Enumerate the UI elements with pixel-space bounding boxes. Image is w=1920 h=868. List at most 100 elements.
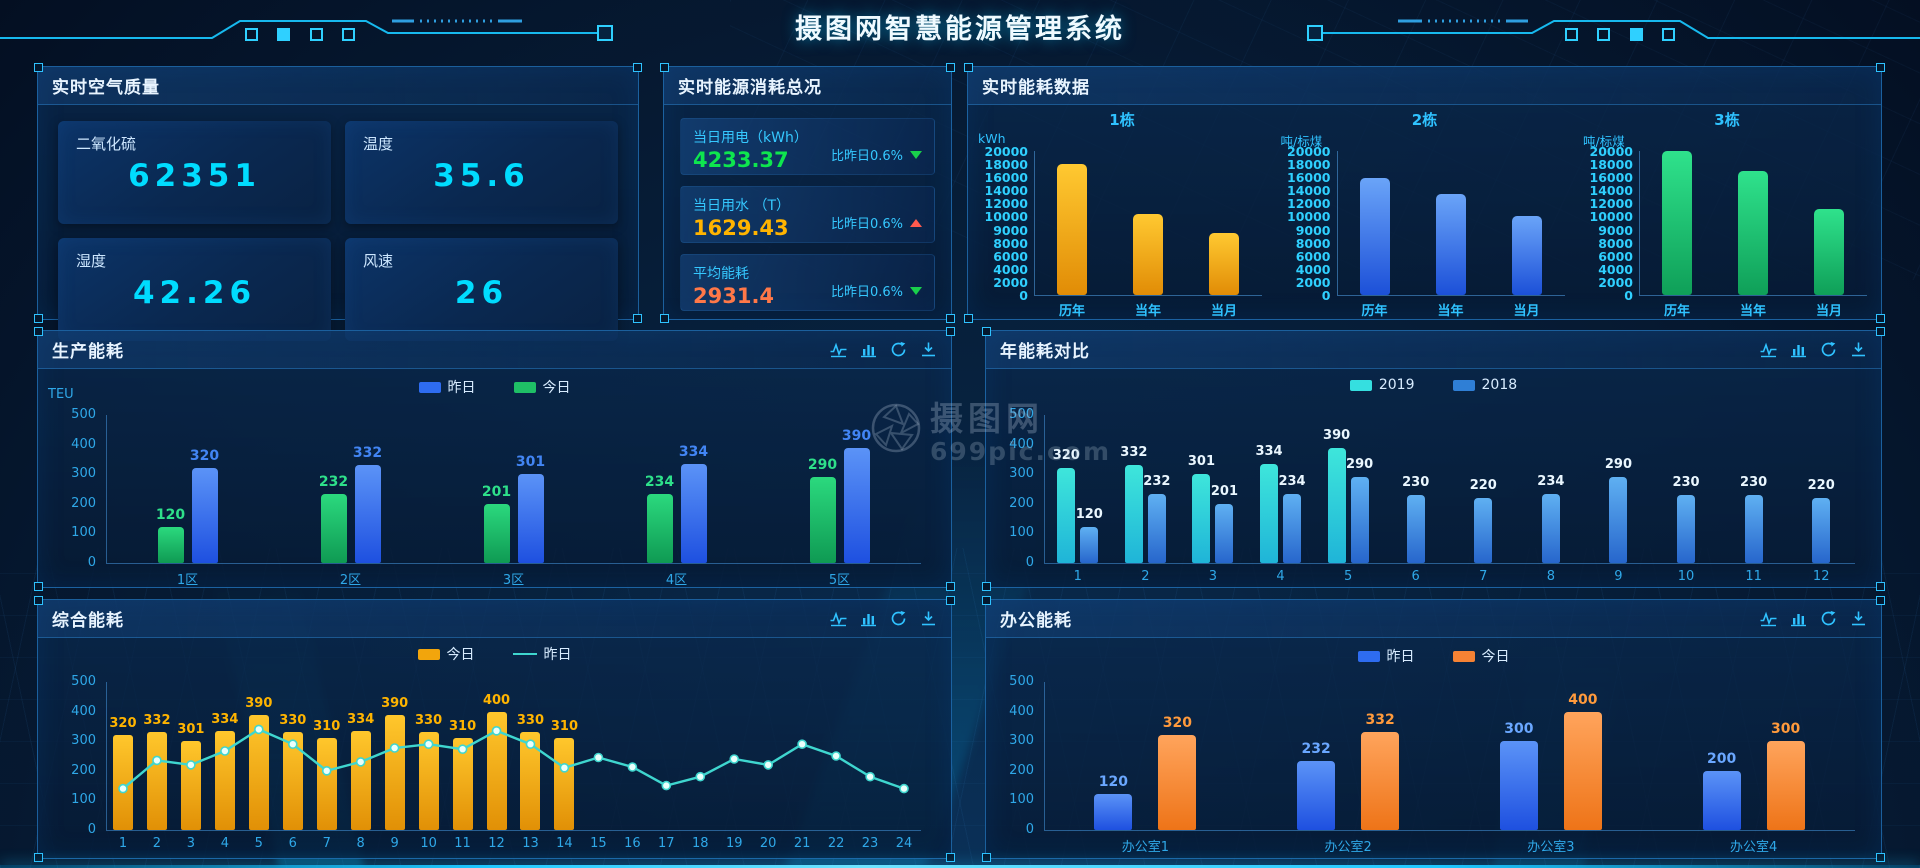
bar-value-label: 120 (1098, 774, 1128, 791)
toolbox-line-chart-icon[interactable] (830, 341, 847, 358)
bar-value-label: 200 (1707, 750, 1737, 767)
mini-y-tick-label: 8000 (1598, 235, 1633, 251)
x-tick-label: 3区 (502, 573, 525, 588)
panel-corner-tl (982, 327, 991, 336)
bar-value-label: 232 (318, 474, 349, 491)
toolbox-bar-chart-icon[interactable] (1790, 610, 1807, 627)
toolbox-download-icon[interactable] (1850, 610, 1867, 627)
panel-title: 生产能耗 (52, 342, 124, 362)
toolbox-download-icon[interactable] (920, 610, 937, 627)
bar-value-label: 290 (1604, 457, 1633, 473)
mini-y-tick-label: 20000 (1589, 144, 1634, 159)
bar-2018 (1677, 494, 1696, 563)
toolbox-refresh-icon[interactable] (890, 341, 907, 358)
x-tick-label: 11 (1745, 569, 1762, 584)
legend-item-2018[interactable]: 2018 (1452, 377, 1517, 393)
annual-comparison-chart: 2019 2018 0 100 200 300 400 500 1 2 3 4 5 6 7 8 9 10 11 12 3… (986, 369, 1881, 588)
y-tick-label: 400 (1009, 436, 1034, 452)
bar-value-label: 332 (352, 444, 383, 461)
bar-2019 (1124, 464, 1143, 563)
legend-item-今日[interactable]: 今日 (417, 644, 475, 664)
toolbox-line-chart-icon[interactable] (1760, 341, 1777, 358)
bar-今日 (316, 738, 337, 830)
x-tick-label: 办公室1 (1121, 840, 1170, 855)
bar-今日 (1361, 731, 1400, 830)
mini-y-tick-label: 18000 (984, 157, 1029, 173)
mini-y-tick-label: 2000 (1598, 274, 1633, 290)
legend-label: 昨日 (1386, 649, 1415, 665)
x-tick-label: 2区 (339, 573, 362, 588)
panel-corner-tr (1876, 63, 1885, 72)
bar-昨日 (680, 464, 707, 563)
bar-2018 (1080, 527, 1099, 563)
legend-item-昨日[interactable]: 昨日 (1357, 646, 1415, 666)
toolbox-download-icon[interactable] (1850, 341, 1867, 358)
trend-down-icon (910, 150, 922, 159)
panel-corner-tl (34, 63, 43, 72)
bar-value-label: 310 (550, 719, 578, 735)
bar-value-label: 290 (1346, 457, 1374, 473)
toolbox-bar-chart-icon[interactable] (1790, 341, 1807, 358)
bar-value-label: 232 (1143, 474, 1171, 490)
legend-swatch (417, 648, 440, 660)
x-tick-label: 3 (1208, 569, 1218, 584)
bar-value-label: 232 (1301, 741, 1331, 758)
panel-air-quality-header: 实时空气质量 (38, 67, 638, 105)
legend-item-今日[interactable]: 今日 (1452, 646, 1510, 666)
mini-y-tick-label: 18000 (1589, 157, 1634, 173)
x-tick-label: 6 (288, 836, 297, 851)
air-quality-cards: 二氧化硫 62351 温度 35.6 湿度 42.26 风速 26 (38, 105, 638, 357)
x-tick-label: 14 (556, 836, 573, 851)
bar-2019 (1260, 464, 1279, 563)
legend-label: 昨日 (543, 647, 572, 663)
x-axis-line (1044, 563, 1855, 564)
toolbox-line-chart-icon[interactable] (830, 610, 847, 627)
bar-今日 (452, 738, 473, 830)
bar-今日 (248, 714, 269, 830)
x-tick-label: 5 (1343, 569, 1353, 584)
x-tick-label: 2 (1141, 569, 1150, 584)
legend-item-昨日[interactable]: 昨日 (418, 377, 476, 397)
bar-2019 (1327, 447, 1346, 563)
panel-annual-comparison-header: 年能耗对比 (986, 331, 1881, 369)
x-tick-label: 9 (1614, 569, 1623, 584)
bar-昨日 (1702, 770, 1741, 830)
energy-summary-row-2: 平均能耗 2931.4 比昨日0.6% (680, 254, 935, 311)
toolbox-refresh-icon[interactable] (1820, 341, 1837, 358)
x-tick-label: 7 (322, 836, 331, 851)
panel-corner-tl (660, 63, 669, 72)
toolbox-bar-chart-icon[interactable] (860, 610, 877, 627)
y-tick-label: 0 (1025, 822, 1034, 837)
legend-label: 今日 (1481, 649, 1510, 665)
energy-row-compare: 比昨日0.6% (831, 281, 922, 300)
bar-昨日 (1297, 761, 1336, 830)
mini-x-tick-label: 当月 (1210, 304, 1237, 319)
air-card-label: 温度 (363, 135, 394, 153)
x-tick-label: 办公室2 (1324, 840, 1372, 855)
toolbox-download-icon[interactable] (920, 341, 937, 358)
y-tick-label: 100 (1009, 525, 1034, 541)
y-tick-label: 100 (71, 525, 96, 541)
toolbox-refresh-icon[interactable] (890, 610, 907, 627)
mini-bar (1738, 170, 1768, 295)
bar-value-label: 330 (516, 713, 545, 729)
legend-item-昨日[interactable]: 昨日 (512, 644, 572, 664)
legend-item-今日[interactable]: 今日 (513, 377, 571, 397)
bar-value-label: 332 (1365, 711, 1395, 728)
legend-swatch (513, 381, 536, 393)
bar-2018 (1350, 477, 1369, 563)
panel-corner-tl (982, 596, 991, 605)
legend-swatch (1452, 379, 1475, 391)
mini-y-tick-label: 0 (1321, 288, 1331, 303)
panel-corner-bl (34, 582, 43, 591)
chart-legend: 2019 2018 (986, 377, 1881, 393)
bar-今日 (282, 732, 303, 830)
toolbox-line-chart-icon[interactable] (1760, 610, 1777, 627)
bar-value-label: 234 (1278, 473, 1306, 489)
legend-item-2019[interactable]: 2019 (1349, 377, 1415, 393)
toolbox-bar-chart-icon[interactable] (860, 341, 877, 358)
mini-bar (1511, 215, 1542, 295)
toolbox-refresh-icon[interactable] (1820, 610, 1837, 627)
panel-energy-summary: 实时能源消耗总况 当日用电（kWh） 4233.37 比昨日0.6% 当日用水 （T）… (660, 63, 955, 323)
x-tick-label: 2 (152, 836, 162, 851)
